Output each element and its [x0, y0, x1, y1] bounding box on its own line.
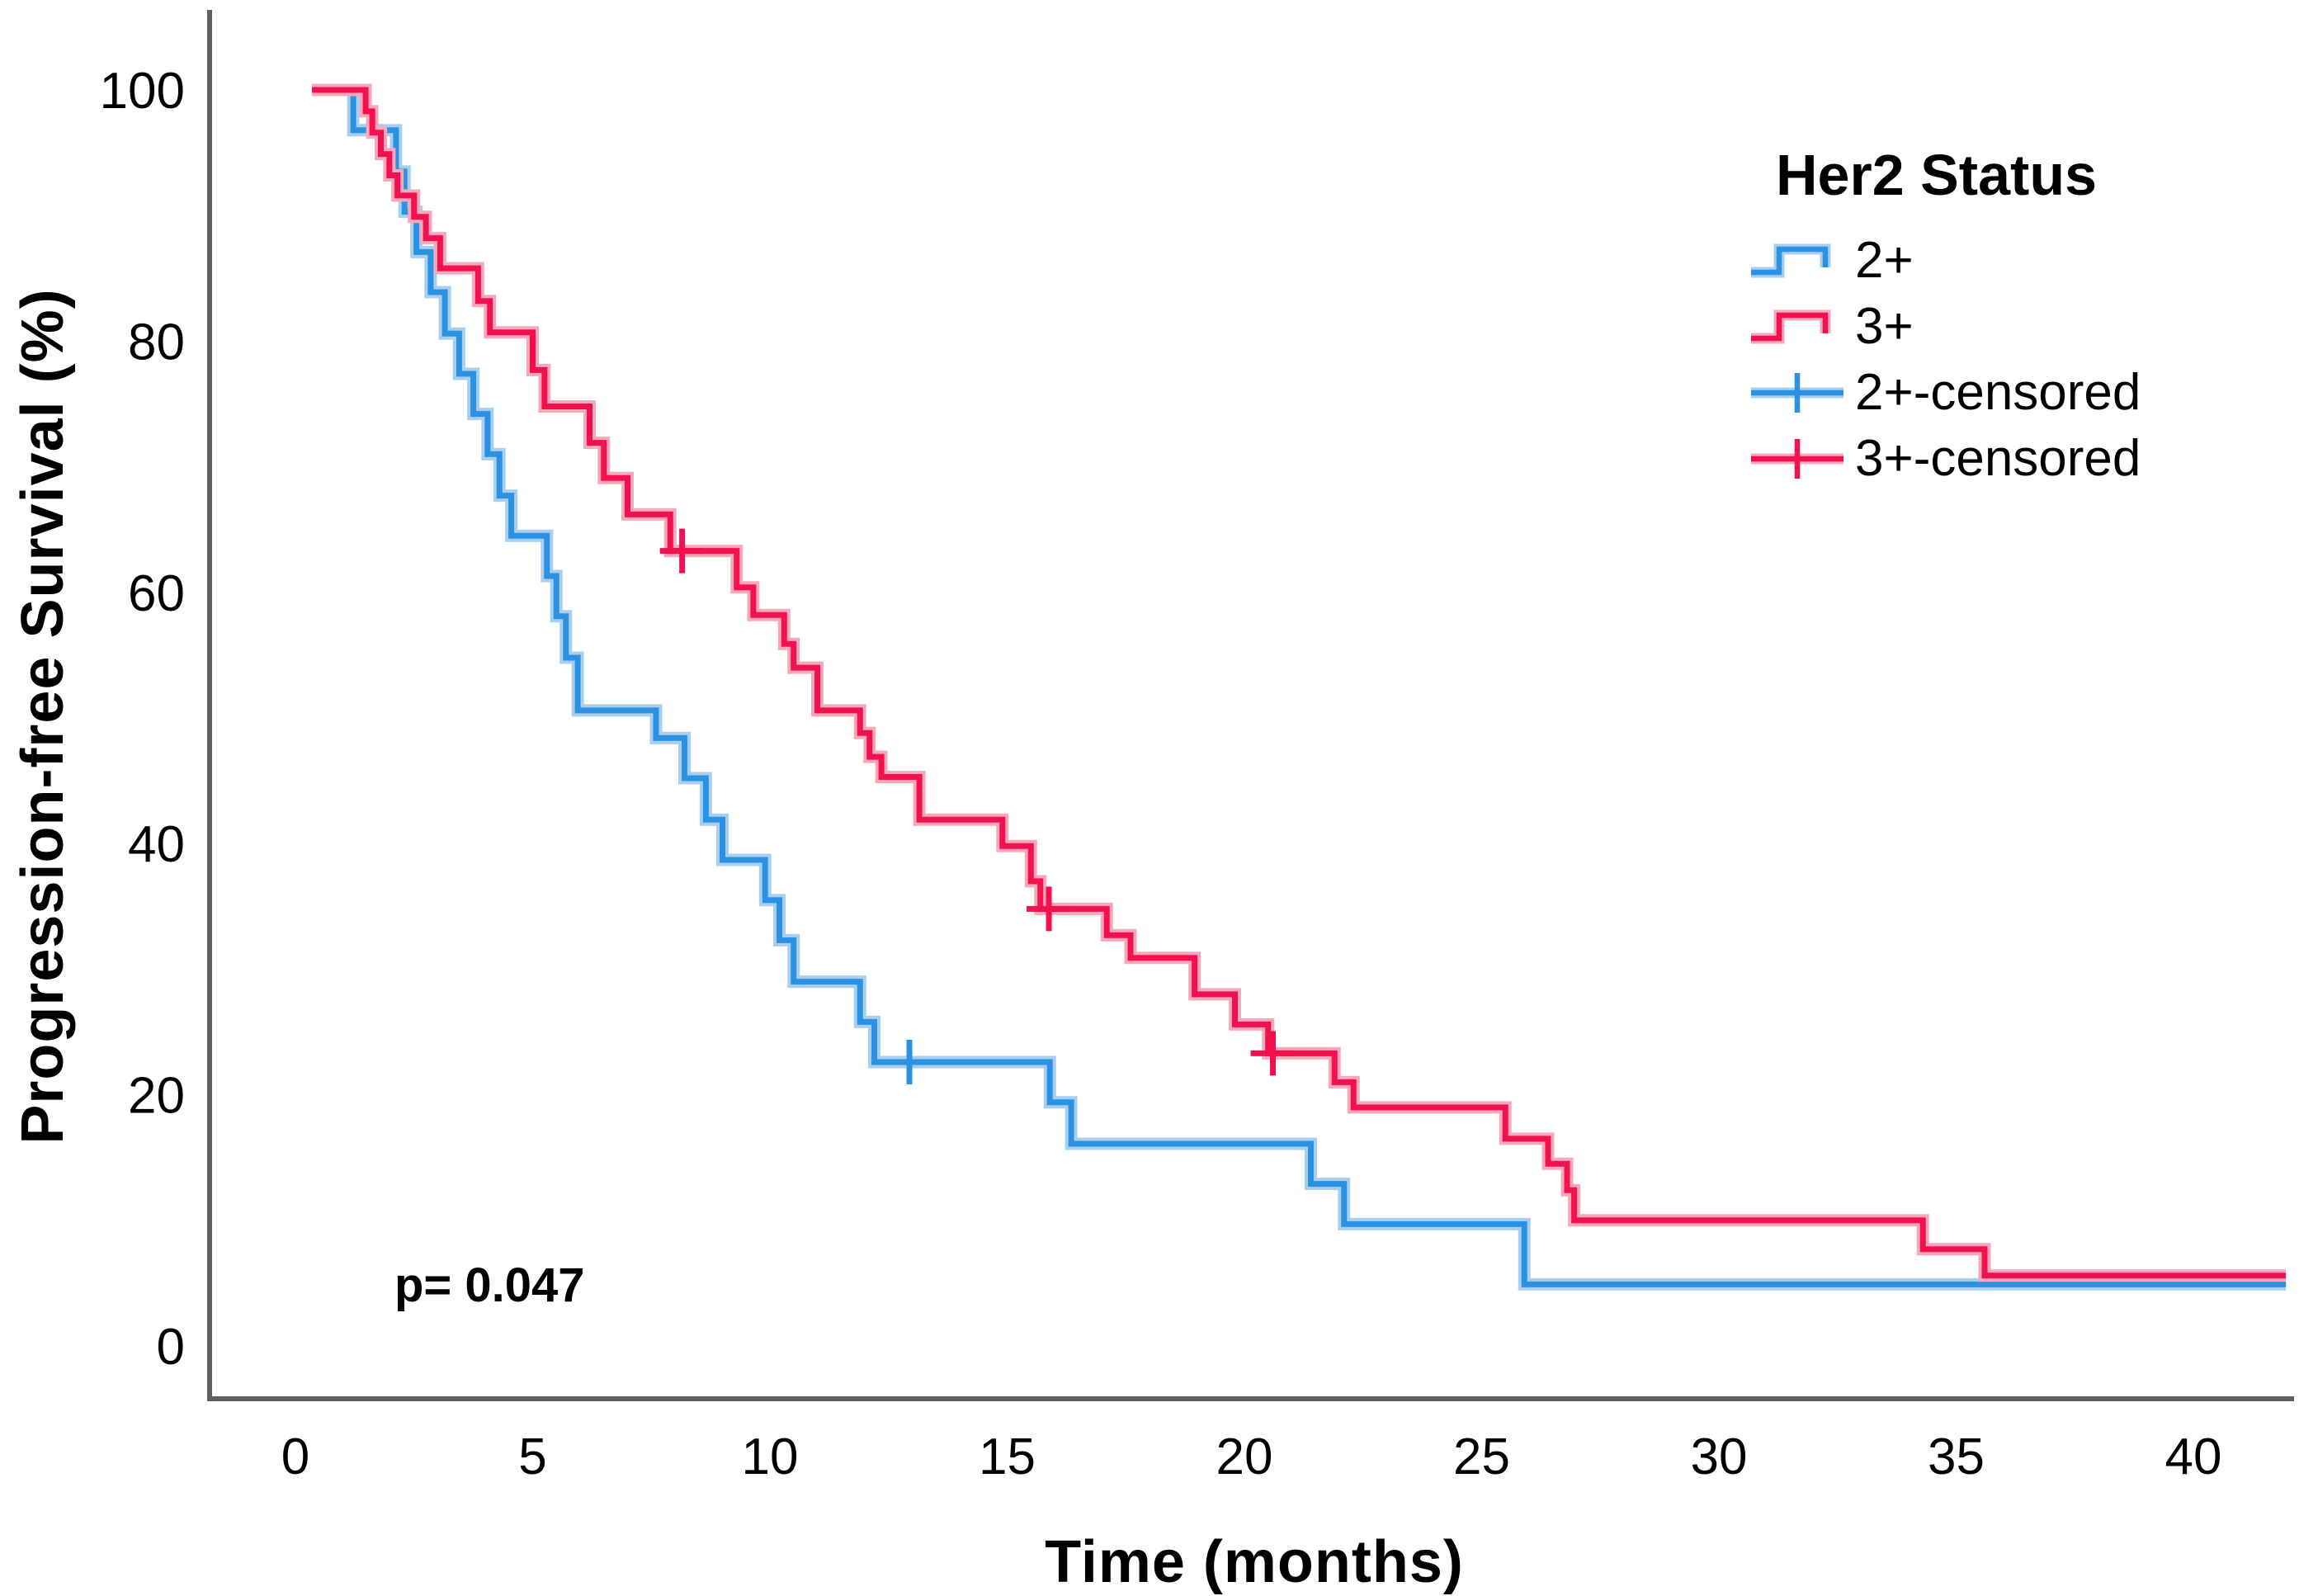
legend: Her2 Status 2+ 3+ 2+-censored 3+-censore… — [1748, 142, 2141, 502]
y-tick-label: 100 — [100, 63, 185, 120]
x-tick-label: 0 — [281, 1428, 309, 1485]
legend-label: 3+-censored — [1855, 430, 2141, 487]
x-tick-label: 20 — [1216, 1428, 1273, 1485]
survival-curve-2+ — [312, 87, 2287, 1287]
x-tick-label: 35 — [1928, 1428, 1985, 1485]
y-tick-label: 80 — [128, 314, 185, 371]
legend-item-3plus-censored: 3+-censored — [1748, 430, 2141, 487]
x-tick-label: 10 — [742, 1428, 799, 1485]
legend-label: 2+ — [1855, 232, 1914, 289]
x-tick-label: 15 — [979, 1428, 1036, 1485]
legend-item-3plus: 3+ — [1748, 298, 2141, 355]
censor-plus-icon — [1751, 373, 1843, 413]
y-tick-label: 40 — [128, 816, 185, 873]
x-tick-label: 30 — [1691, 1428, 1748, 1485]
step-line-icon — [1751, 243, 1831, 278]
survival-curve-3+ — [312, 87, 2287, 1279]
x-axis-title: Time (months) — [1045, 1529, 1464, 1595]
x-tick-label: 25 — [1453, 1428, 1510, 1485]
y-axis-title: Progression-free Survival (%) — [10, 288, 76, 1145]
y-tick-label: 0 — [157, 1319, 185, 1376]
y-tick-label: 20 — [128, 1068, 185, 1125]
legend-label: 3+ — [1855, 298, 1914, 355]
x-tick-label: 5 — [518, 1428, 546, 1485]
p-value-annotation: p= 0.047 — [394, 1258, 585, 1312]
x-tick-label: 40 — [2165, 1428, 2222, 1485]
censor-plus-icon — [1751, 439, 1843, 479]
y-tick-label: 60 — [128, 565, 185, 622]
legend-title: Her2 Status — [1776, 143, 2098, 207]
legend-label: 2+-censored — [1855, 364, 2141, 421]
legend-item-2plus: 2+ — [1748, 232, 2141, 289]
step-line-icon — [1751, 309, 1831, 344]
legend-item-2plus-censored: 2+-censored — [1748, 364, 2141, 421]
